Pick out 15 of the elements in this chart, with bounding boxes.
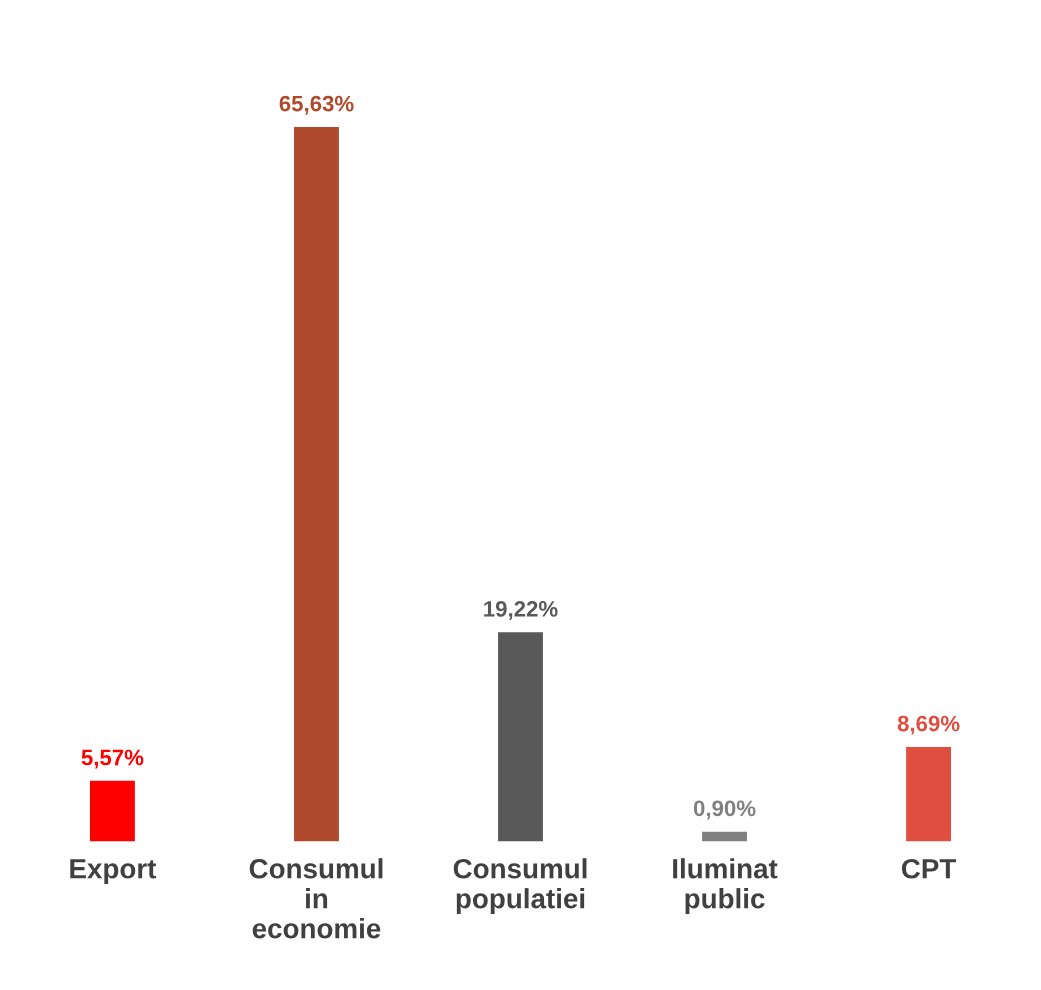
x-tick-label: Iluminat public xyxy=(673,858,778,914)
x-tick-label: Consumul in economie xyxy=(249,858,383,939)
data-label: 8,69% xyxy=(897,715,960,735)
data-label: 19,22% xyxy=(484,601,558,620)
x-tick-label: Consumul populatiei xyxy=(453,858,587,914)
data-label: 65,63% xyxy=(279,95,354,115)
bar xyxy=(702,831,747,842)
bar xyxy=(498,632,543,842)
bar xyxy=(89,780,135,842)
x-tick-label: Export xyxy=(70,859,157,885)
bar xyxy=(906,746,952,842)
x-tick-label: CPT xyxy=(901,858,957,879)
data-label: 5,57% xyxy=(81,749,144,769)
bar xyxy=(294,126,339,842)
data-label: 0,90% xyxy=(693,800,756,820)
